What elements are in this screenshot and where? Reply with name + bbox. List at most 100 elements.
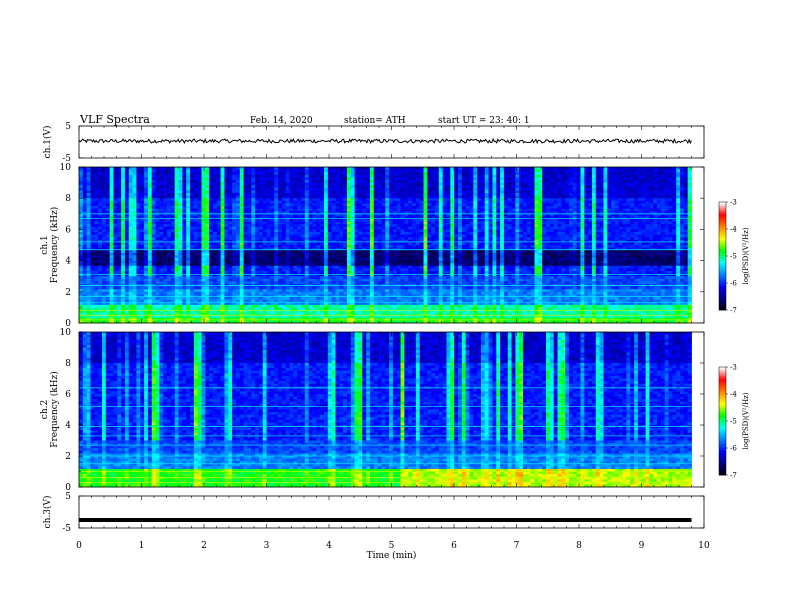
spectrogram-cell [661,180,665,183]
spectrogram-cell [175,206,179,209]
spectrogram-cell [669,172,673,175]
spectrogram-cell [535,222,539,225]
spectrogram-cell [335,175,339,178]
spectrogram-cell [561,214,565,217]
spectrogram-cell [573,237,577,240]
spectrogram-cell [669,235,673,238]
spectrogram-cell [125,180,129,183]
spectrogram-cell [236,237,240,240]
spectrogram-cell [282,240,286,243]
spectrogram-cell [190,216,194,219]
spectrogram-cell [305,185,309,188]
spectrogram-cell [508,175,512,178]
spectrogram-cell [385,183,389,186]
spectrogram-cell [282,196,286,199]
spectrogram-cell [186,170,190,173]
spectrogram-cell [202,235,206,238]
spectrogram-cell [531,214,535,217]
spectrogram-cell [163,170,167,173]
spectrogram-cell [615,235,619,238]
spectrogram-cell [542,180,546,183]
spectrogram-cell [159,214,163,217]
spectrogram-cell [163,206,167,209]
spectrogram-cell [202,242,206,245]
spectrogram-cell [297,198,301,201]
spectrogram-cell [90,190,94,193]
spectrogram-cell [251,203,255,206]
spectrogram-cell [355,188,359,191]
spectrogram-cell [152,201,156,204]
spectrogram-cell [527,237,531,240]
spectrogram-cell [623,190,627,193]
spectrogram-cell [550,235,554,238]
spectrogram-cell [94,167,98,170]
spectrogram-cell [370,180,374,183]
spectrogram-cell [309,188,313,191]
spectrogram-cell [156,227,160,230]
spectrogram-cell [259,242,263,245]
spectrogram-cell [504,219,508,222]
spectrogram-cell [393,190,397,193]
spectrogram-cell [171,209,175,212]
spectrogram-cell [519,193,523,196]
spectrogram-cell [213,180,217,183]
spectrogram-cell [424,172,428,175]
spectrogram-cell [194,198,198,201]
spectrogram-cell [313,235,317,238]
spectrogram-cell [649,180,653,183]
spectrogram-cell [313,245,317,248]
spectrogram-cell [435,183,439,186]
spectrogram-cell [546,193,550,196]
spectrogram-cell [98,214,102,217]
spectrogram-cell [397,237,401,240]
spectrogram-cell [167,167,171,170]
spectrogram-cell [159,193,163,196]
spectrogram-cell [102,185,106,188]
spectrogram-cell [420,237,424,240]
spectrogram-cell [584,240,588,243]
spectrogram-cell [94,177,98,180]
spectrogram-cell [492,206,496,209]
spectrogram-cell [600,219,604,222]
spectrogram-cell [251,170,255,173]
spectrogram-cell [676,235,680,238]
spectrogram-cell [232,193,236,196]
spectrogram-cell [477,222,481,225]
spectrogram-cell [259,198,263,201]
spectrogram-cell [202,183,206,186]
spectrogram-cell [270,172,274,175]
spectrogram-cell [462,235,466,238]
spectrogram-cell [202,245,206,248]
spectrogram-cell [416,203,420,206]
spectrogram-cell [412,224,416,227]
spectrogram-cell [247,206,251,209]
spectrogram-cell [577,240,581,243]
spectrogram-cell [397,229,401,232]
spectrogram-cell [489,201,493,204]
spectrogram-cell [665,198,669,201]
spectrogram-cell [573,188,577,191]
spectrogram-cell [447,214,451,217]
spectrogram-cell [558,172,562,175]
spectrogram-cell [485,232,489,235]
spectrogram-cell [98,170,102,173]
spectrogram-cell [282,180,286,183]
spectrogram-cell [412,170,416,173]
spectrogram-cell [450,229,454,232]
spectrogram-cell [240,188,244,191]
spectrogram-cell [393,222,397,225]
spectrogram-cell [600,185,604,188]
spectrogram-cell [343,237,347,240]
spectrogram-cell [592,183,596,186]
spectrogram-cell [626,167,630,170]
spectrogram-cell [255,245,259,248]
spectrogram-cell [133,190,137,193]
spectrogram-cell [213,190,217,193]
spectrogram-cell [113,209,117,212]
spectrogram-cell [213,216,217,219]
spectrogram-cell [535,209,539,212]
spectrogram-cell [133,198,137,201]
spectrogram-cell [305,198,309,201]
spectrogram-cell [626,235,630,238]
spectrogram-cell [680,170,684,173]
